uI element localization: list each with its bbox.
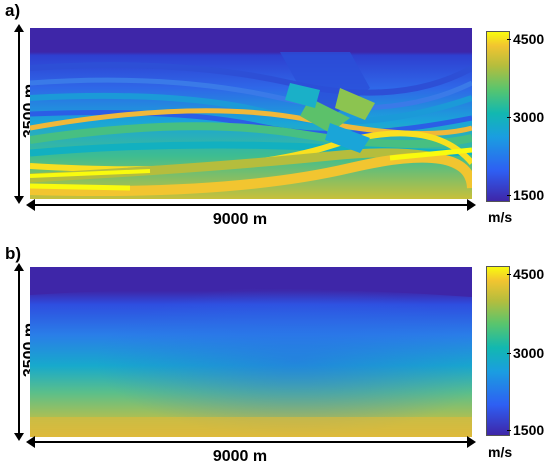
panel-a-depth-arrow: 3500 m xyxy=(14,24,39,204)
arrow-up-icon xyxy=(14,263,24,271)
colorbar-tick-label-max: 4500 xyxy=(513,31,545,47)
colorbar-tick xyxy=(507,274,511,275)
colorbar-tick-label-mid: 3000 xyxy=(513,345,545,361)
colorbar-tick-label-min: 1500 xyxy=(513,422,545,438)
colorbar-unit-label: m/s xyxy=(488,444,513,460)
arrow-down-icon xyxy=(14,196,24,204)
arrow-left-icon xyxy=(26,199,35,211)
colorbar-tick-label-mid: 3000 xyxy=(513,109,545,125)
panel-b: b) 3500 m xyxy=(0,235,550,469)
colorbar-tick xyxy=(507,353,511,354)
panel-b-label: b) xyxy=(5,244,22,263)
panel-a-width-arrow xyxy=(26,199,476,211)
panel-b-smooth-velocity-image xyxy=(30,267,472,437)
arrow-right-icon xyxy=(467,436,476,448)
panel-b-colorbar xyxy=(486,266,510,436)
arrow-right-icon xyxy=(467,199,476,211)
panel-a-width-label: 9000 m xyxy=(212,211,268,228)
panel-b-width-arrow xyxy=(26,436,476,448)
arrow-left-icon xyxy=(26,436,35,448)
colorbar-unit-label: m/s xyxy=(488,209,513,225)
panel-a-velocity-model-image xyxy=(30,28,472,199)
colorbar-tick-label-max: 4500 xyxy=(513,266,545,282)
panel-b-depth-arrow: 3500 m xyxy=(14,263,39,441)
arrow-down-icon xyxy=(14,433,24,441)
colorbar-tick xyxy=(507,430,511,431)
arrow-up-icon xyxy=(14,24,24,32)
panel-a: a) 3500 m xyxy=(5,1,545,228)
colorbar-tick xyxy=(507,195,511,196)
colorbar-tick xyxy=(507,39,511,40)
colorbar-tick-label-min: 1500 xyxy=(513,187,545,203)
panel-a-label: a) xyxy=(5,1,21,20)
panel-b-width-label: 9000 m xyxy=(212,448,268,465)
colorbar-tick xyxy=(507,117,511,118)
panel-a-colorbar xyxy=(486,31,510,202)
